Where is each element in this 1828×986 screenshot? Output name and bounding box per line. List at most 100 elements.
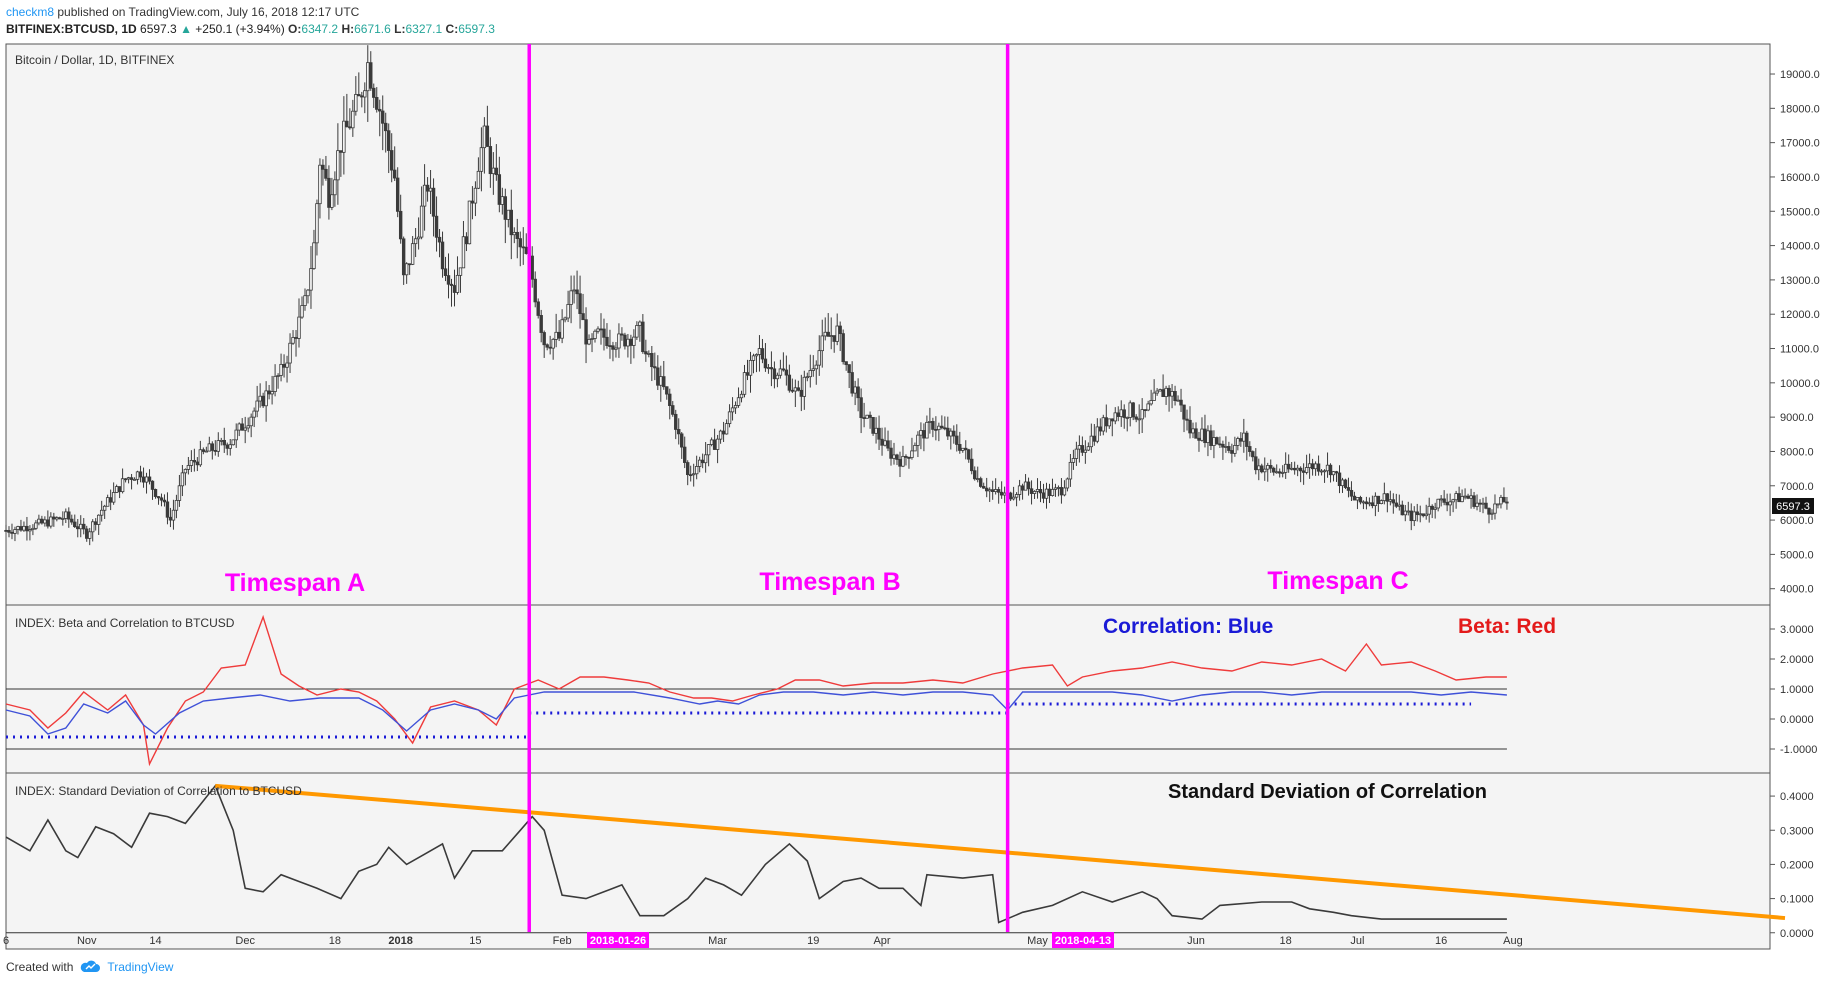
candle-body bbox=[976, 478, 980, 481]
candle-body bbox=[1110, 418, 1114, 422]
candle-body bbox=[1340, 479, 1345, 487]
candle-body bbox=[267, 390, 271, 395]
candle-body bbox=[1161, 389, 1165, 398]
candle-body bbox=[55, 517, 59, 520]
candle-body bbox=[273, 375, 277, 392]
candle-body bbox=[150, 480, 155, 490]
y-tick-label: 7000.0 bbox=[1780, 481, 1814, 493]
candle-body bbox=[1242, 432, 1246, 442]
candle-body bbox=[596, 328, 600, 332]
low-value: 6327.1 bbox=[405, 22, 443, 36]
author-link[interactable]: checkm8 bbox=[6, 5, 55, 19]
candle-body bbox=[67, 511, 71, 520]
candle-body bbox=[70, 518, 74, 523]
candle-body bbox=[192, 460, 197, 463]
price-pane[interactable] bbox=[5, 43, 1771, 606]
stdev-pane-title: INDEX: Standard Deviation of Correlation… bbox=[15, 784, 302, 798]
y-tick-label: -1.0000 bbox=[1780, 744, 1817, 756]
candle-body bbox=[147, 476, 152, 482]
candle-body bbox=[180, 472, 185, 487]
x-tick-label: Dec bbox=[235, 935, 255, 947]
candle-body bbox=[282, 363, 286, 368]
candle-body bbox=[946, 427, 950, 437]
candle-body bbox=[587, 338, 591, 345]
candle-body bbox=[177, 485, 182, 501]
candle-body bbox=[1257, 465, 1261, 471]
candle-body bbox=[853, 386, 857, 394]
high-label: H: bbox=[341, 22, 355, 36]
candle-body bbox=[1107, 418, 1111, 427]
candle-body bbox=[461, 236, 466, 269]
candle-body bbox=[111, 492, 116, 503]
candle-body bbox=[919, 430, 923, 436]
y-tick-label: 1.0000 bbox=[1780, 684, 1814, 696]
candle-body bbox=[757, 348, 762, 355]
candle-body bbox=[366, 62, 370, 92]
candle-body bbox=[1245, 432, 1249, 447]
candle-body bbox=[1218, 443, 1222, 446]
candle-body bbox=[512, 231, 516, 236]
candle-body bbox=[1457, 493, 1461, 503]
candle-body bbox=[940, 425, 944, 429]
candle-body bbox=[458, 267, 463, 276]
candle-body bbox=[76, 526, 80, 530]
candle-body bbox=[470, 200, 475, 204]
candle-body bbox=[1433, 507, 1437, 510]
candle-body bbox=[129, 477, 134, 480]
candle-body bbox=[635, 325, 639, 338]
candle-body bbox=[389, 150, 394, 171]
candle-body bbox=[1289, 467, 1294, 470]
candle-body bbox=[533, 278, 537, 303]
candle-body bbox=[252, 410, 256, 418]
candle-body bbox=[892, 454, 896, 459]
x-tick-label: 15 bbox=[469, 935, 481, 947]
candle-body bbox=[1068, 461, 1073, 480]
candle-body bbox=[665, 386, 669, 395]
x-tick-label: Jun bbox=[1187, 935, 1205, 947]
candle-body bbox=[372, 87, 376, 98]
candle-body bbox=[1134, 416, 1138, 420]
close-value: 6597.3 bbox=[458, 22, 495, 36]
stdev-pane[interactable] bbox=[5, 772, 1771, 950]
candle-body bbox=[1149, 400, 1153, 405]
candle-body bbox=[1200, 428, 1204, 441]
candle-body bbox=[1475, 502, 1479, 507]
candle-body bbox=[895, 454, 899, 460]
candle-body bbox=[1272, 467, 1276, 473]
candle-body bbox=[425, 184, 430, 192]
candle-body bbox=[210, 443, 215, 451]
candle-body bbox=[907, 457, 911, 459]
candle-body bbox=[503, 196, 508, 220]
up-arrow-icon: ▲ bbox=[180, 22, 192, 36]
candle-body bbox=[291, 337, 295, 344]
candle-body bbox=[703, 454, 708, 464]
candle-body bbox=[162, 499, 167, 503]
candle-body bbox=[784, 369, 789, 376]
candle-body bbox=[85, 528, 89, 539]
candle-body bbox=[835, 325, 839, 342]
candle-body bbox=[61, 518, 65, 520]
candle-body bbox=[706, 444, 711, 456]
candle-body bbox=[602, 328, 606, 338]
candle-body bbox=[443, 268, 448, 276]
candle-body bbox=[1263, 468, 1267, 473]
candle-body bbox=[1083, 449, 1088, 453]
y-tick-label: 2.0000 bbox=[1780, 654, 1814, 666]
candle-body bbox=[990, 489, 995, 492]
candle-body bbox=[958, 444, 962, 451]
candle-body bbox=[536, 301, 540, 316]
candle-body bbox=[1275, 471, 1279, 474]
tradingview-link[interactable]: TradingView bbox=[107, 960, 174, 974]
y-tick-label: 3.0000 bbox=[1780, 624, 1814, 636]
candle-body bbox=[865, 414, 869, 419]
candle-body bbox=[999, 491, 1004, 496]
candle-body bbox=[1065, 478, 1070, 489]
candle-body bbox=[653, 366, 657, 369]
candle-body bbox=[984, 487, 989, 492]
candle-body bbox=[1266, 465, 1270, 470]
candle-body bbox=[1403, 510, 1407, 516]
candle-body bbox=[1101, 417, 1105, 432]
candle-body bbox=[901, 455, 905, 467]
candle-body bbox=[16, 526, 20, 530]
